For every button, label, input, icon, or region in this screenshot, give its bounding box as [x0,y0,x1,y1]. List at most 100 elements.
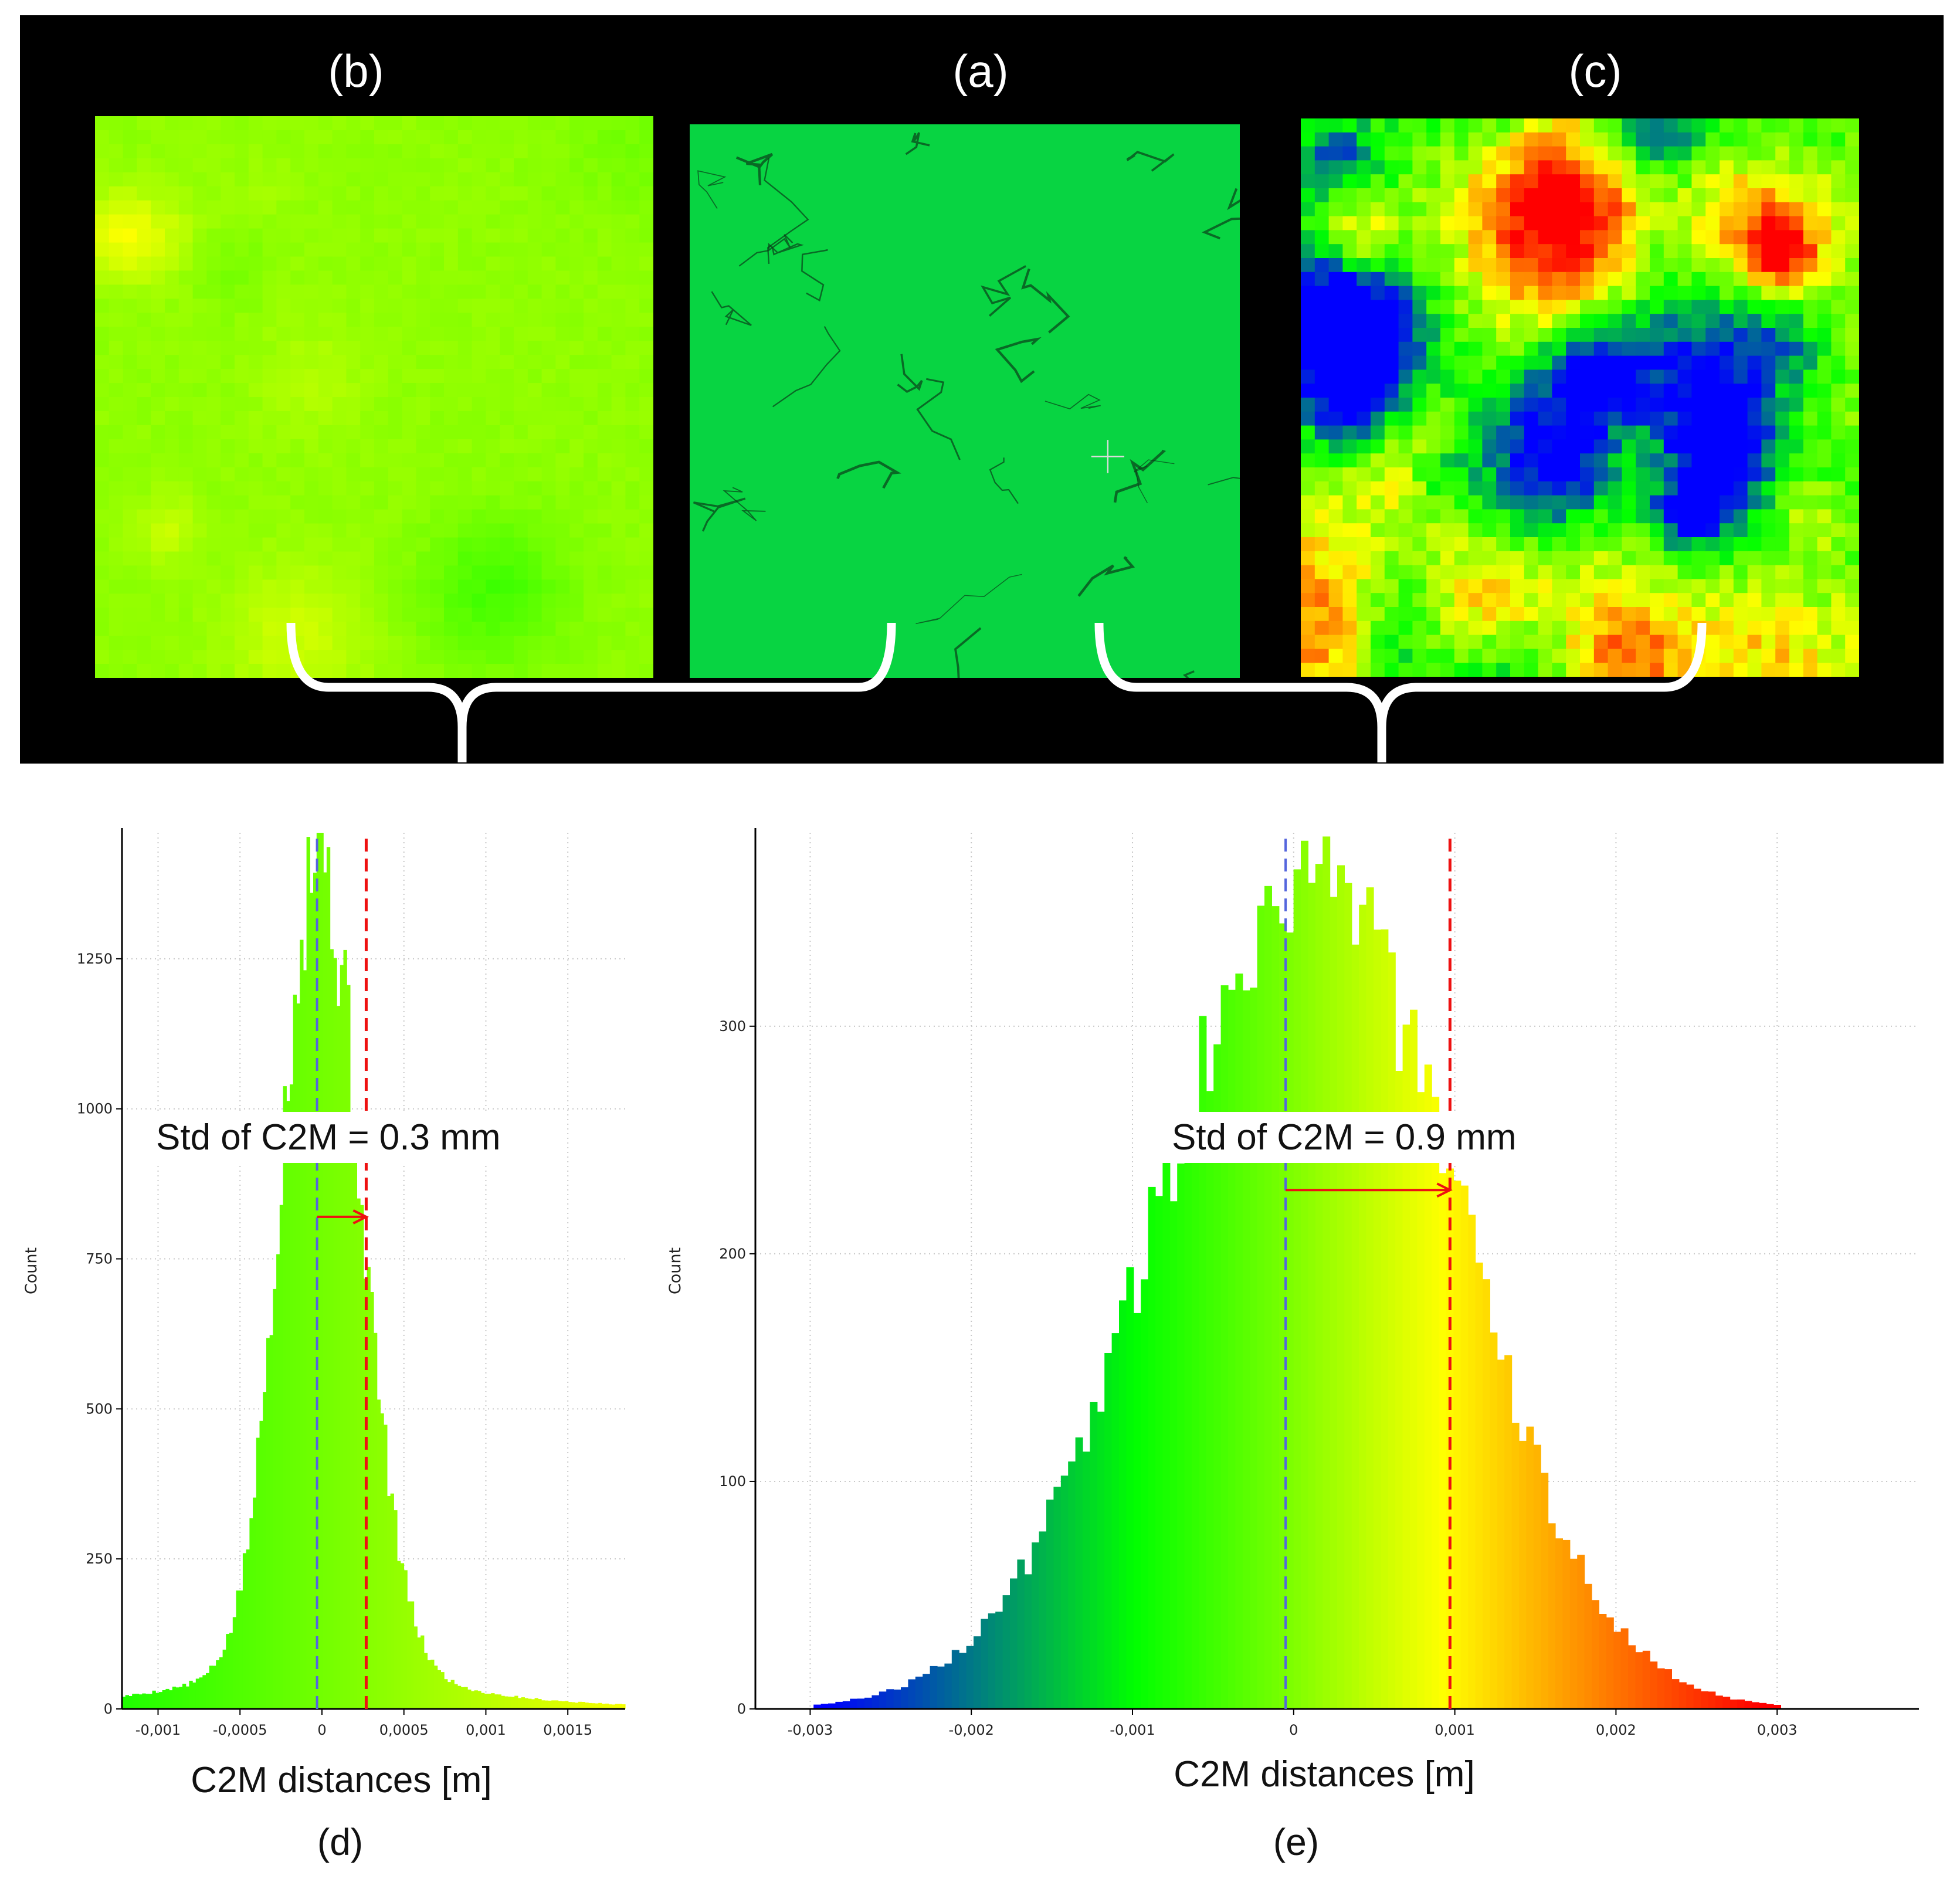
histogram-bar [179,1687,183,1709]
histogram-bar [1141,1279,1149,1709]
histogram-bar [333,958,337,1709]
histogram-bar [175,1687,179,1709]
histogram-bar [491,1693,495,1709]
histogram-bar [565,1701,569,1709]
y-tick-label: 500 [86,1400,113,1417]
histogram-bar [1366,887,1374,1709]
histogram-bar [1119,1300,1127,1709]
histogram-bar [588,1702,592,1709]
histogram-bar [330,949,334,1709]
histogram-bar [1592,1600,1599,1709]
histogram-bar [534,1698,538,1709]
histogram-bar [923,1674,931,1709]
histogram-bar [558,1701,562,1709]
histogram-bar [1526,1426,1534,1709]
point-cloud-map-c [1301,118,1859,677]
histogram-bar [296,1003,300,1709]
histogram-bar [450,1680,455,1709]
histogram-bar [423,1653,428,1709]
histogram-bar [300,940,304,1709]
histogram-bar [377,1399,381,1709]
histogram-bar [1220,985,1229,1709]
histogram-bar [1002,1595,1010,1709]
histogram-bar [1701,1691,1708,1709]
histogram-bar [481,1693,485,1709]
x-tick-label: -0,001 [1110,1722,1155,1738]
histogram-bar [528,1698,532,1709]
histogram-bar [618,1704,622,1709]
y-tick-label: 200 [719,1246,746,1262]
histogram-bar [1759,1702,1767,1709]
histogram-bar [507,1697,512,1709]
histogram-bar [615,1704,619,1709]
histogram-bar [323,872,327,1709]
histogram-bar [1308,883,1316,1709]
histogram-e: -0,003 -0,002 -0,001 0 0,001 0,002 0,003 0 100 20… [657,821,1960,1759]
histogram-bar [484,1694,489,1709]
histogram-bar [477,1691,481,1709]
y-tick-label: 0 [737,1701,746,1717]
histogram-bar [403,1570,408,1709]
histogram-bar [1315,864,1323,1709]
histogram-bar [1264,886,1272,1709]
histogram-bar [1635,1652,1643,1709]
histogram-bar [1511,1423,1520,1709]
histogram-bar [1432,1097,1440,1709]
histogram-bar [192,1683,196,1709]
histogram-bar [1504,1355,1513,1709]
histogram-bar [1533,1444,1541,1709]
histogram-bar [1388,952,1396,1709]
histogram-bar [421,1635,425,1709]
histogram-bar [206,1673,210,1709]
histogram-bar [1417,1092,1425,1709]
histogram-bar [222,1649,226,1709]
histogram-bar [182,1684,186,1709]
histogram-bar [544,1700,548,1709]
histogram-bar [518,1698,522,1709]
histogram-bar [326,847,331,1709]
histogram-bar [1410,1009,1418,1709]
histogram-bar [1126,1267,1134,1709]
histogram-bar [444,1679,448,1709]
histogram-bar [1490,1332,1498,1709]
histogram-bar [497,1694,501,1709]
histogram-bar [571,1702,575,1709]
histogram-bar [1751,1702,1759,1709]
histogram-bar [1737,1699,1745,1709]
histogram-bar [1577,1555,1585,1709]
histogram-bar [1242,990,1250,1709]
histogram-bar [306,837,310,1709]
histogram-bar [531,1699,535,1709]
x-axis-label-e: C2M distances [m] [1174,1754,1475,1795]
histogram-bar [1381,929,1389,1709]
histogram-bar [293,995,297,1709]
std-arrow-head [1436,1182,1453,1198]
histogram-bar [1351,944,1359,1709]
histogram-bar [1650,1661,1658,1709]
histogram-bar [135,1694,140,1709]
histogram-bar [1250,988,1258,1709]
std-annotation-e: Std of C2M = 0.9 mm [1160,1112,1528,1163]
x-tick-label: 0,0015 [543,1722,592,1738]
histogram-bar [407,1601,411,1709]
histogram-bar [128,1696,133,1709]
histogram-bar [1664,1669,1672,1709]
histogram-bar [514,1695,518,1709]
histogram-bar [551,1700,555,1709]
histogram-bar [850,1698,858,1709]
histogram-bar [283,1086,287,1709]
histogram-bar [501,1695,505,1709]
y-tick-label: 250 [86,1551,113,1567]
caption-e: (e) [1273,1821,1320,1863]
histogram-bar [397,1561,401,1709]
histogram-bar [1774,1705,1781,1709]
histogram-bar [1111,1333,1120,1709]
histogram-bar [172,1687,177,1709]
histogram-bar [1620,1628,1629,1709]
histogram-bar [410,1601,415,1709]
histogram-bar [1483,1279,1490,1709]
histogram-bar [951,1650,959,1709]
histogram-bar [1424,1064,1432,1709]
histogram-d: -0,001 -0,0005 0 0,0005 0,001 0,0015 0 250 500 75… [0,821,657,1759]
histogram-bar [541,1700,545,1709]
